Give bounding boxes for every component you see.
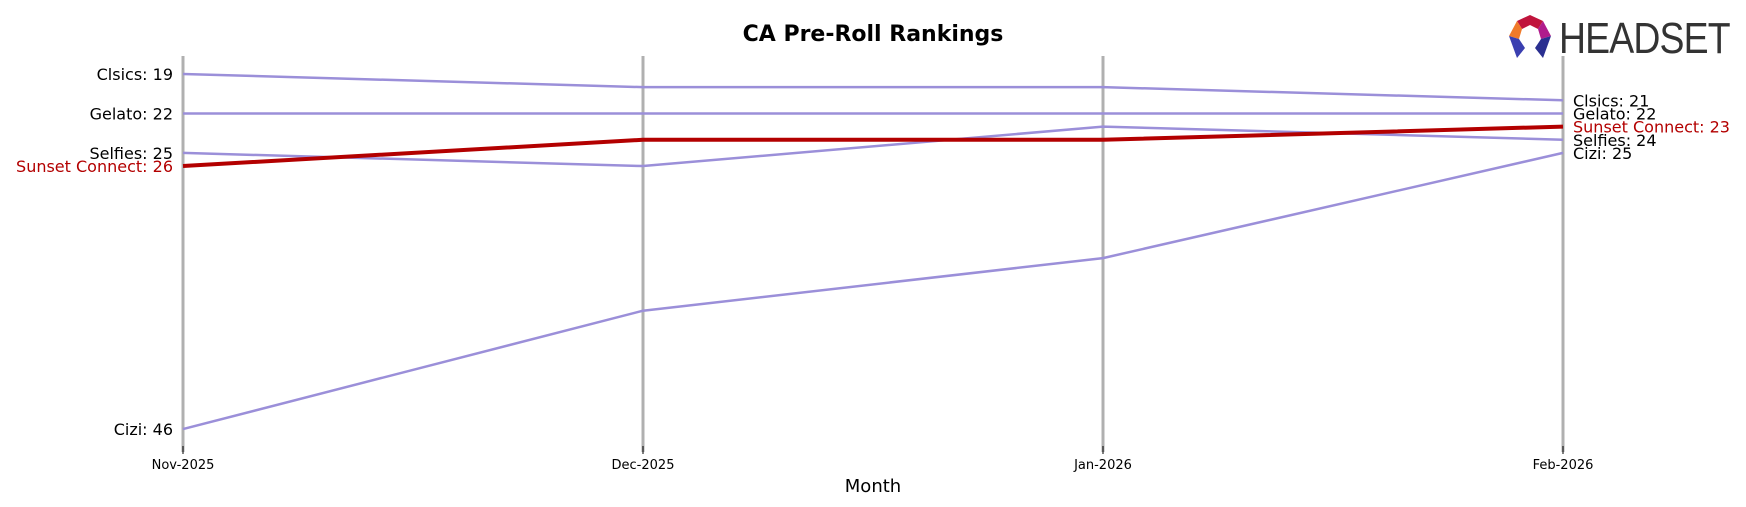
right-label: Clsics: 21 — [1573, 91, 1649, 110]
left-label: Clsics: 19 — [97, 65, 173, 84]
right-label: Gelato: 22 — [1573, 104, 1656, 123]
series-line-clsics — [182, 72, 1564, 102]
left-label: Gelato: 22 — [90, 104, 173, 123]
logo-text: HEADSET — [1559, 14, 1731, 63]
x-tick-label: Feb-2026 — [1533, 458, 1594, 473]
right-label: Cizi: 25 — [1573, 144, 1632, 163]
x-axis-label: Month — [844, 476, 902, 497]
headset-logo-icon — [1509, 15, 1551, 58]
headset-logo: HEADSET — [1505, 12, 1735, 63]
left-label: Sunset Connect: 26 — [16, 157, 173, 176]
x-tick-label: Dec-2025 — [612, 458, 675, 473]
x-tick-label: Jan-2026 — [1073, 458, 1132, 473]
chart-title: CA Pre-Roll Rankings — [742, 22, 1004, 47]
x-tick-label: Nov-2025 — [152, 458, 215, 473]
series-line-sunset-connect — [182, 124, 1564, 169]
right-label: Selfies: 24 — [1573, 131, 1657, 150]
left-label: Cizi: 46 — [114, 420, 173, 439]
right-label: Sunset Connect: 23 — [1573, 118, 1730, 137]
left-label: Selfies: 25 — [89, 144, 173, 163]
series-line-cizi — [182, 151, 1564, 431]
